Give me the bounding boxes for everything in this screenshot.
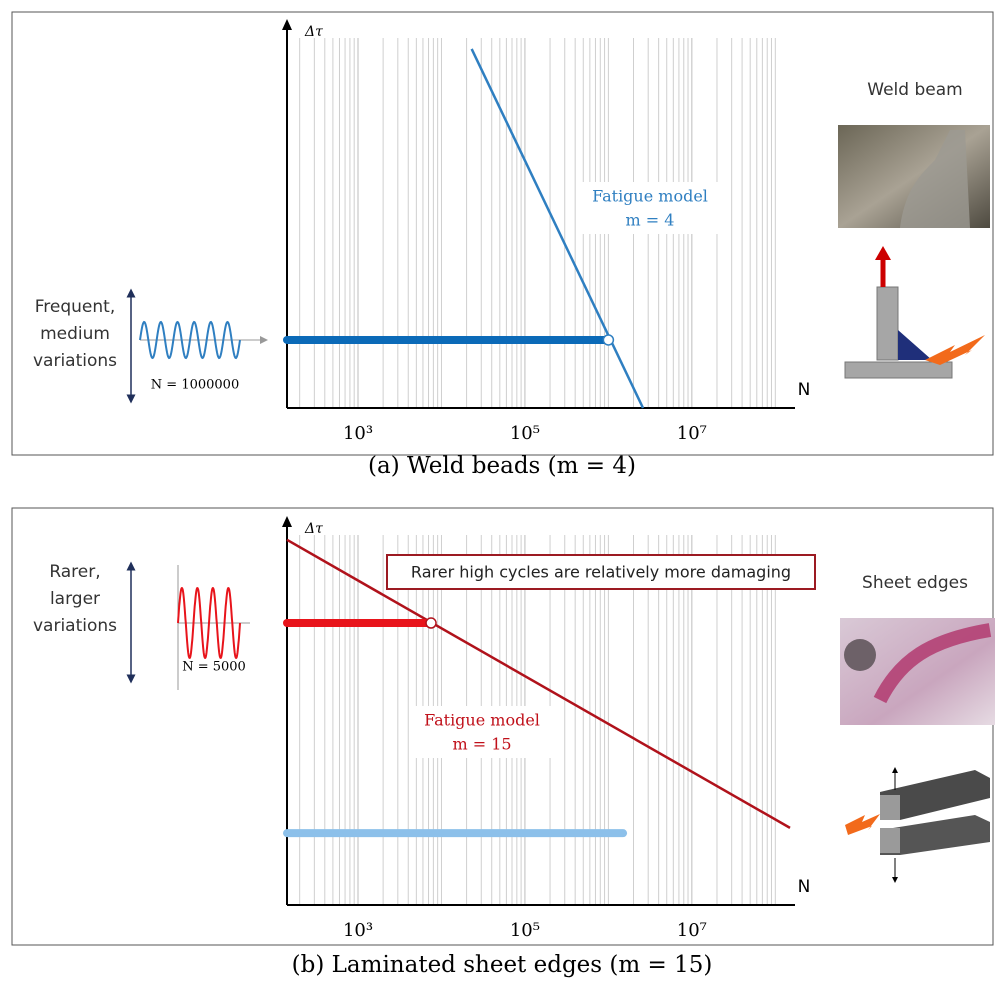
x-tick-label: 10⁷ xyxy=(677,423,707,444)
note-box xyxy=(386,554,816,590)
model-label: Fatigue model xyxy=(592,187,708,206)
panel-frame xyxy=(11,507,994,946)
sample-label: N = 1000000 xyxy=(151,378,239,393)
load-wave xyxy=(177,587,241,659)
sheet-illustration xyxy=(840,618,995,883)
model-label: m = 15 xyxy=(452,735,511,754)
x-axis-label: N xyxy=(798,877,811,897)
caption: (b) Laminated sheet edges (m = 15) xyxy=(292,952,713,978)
fatigue-line xyxy=(470,48,645,409)
caption: (a) Weld beads (m = 4) xyxy=(368,453,636,479)
variation-label: Rarer, xyxy=(49,562,100,582)
variation-label: medium xyxy=(40,324,110,344)
y-axis-label: Δτ xyxy=(304,24,323,40)
label-background xyxy=(580,182,720,234)
variation-label: larger xyxy=(50,589,100,609)
image-label: Weld beam xyxy=(867,80,962,100)
model-label: Fatigue model xyxy=(424,711,540,730)
x-tick-label: 10³ xyxy=(343,423,373,444)
y-axis-arrow xyxy=(282,19,292,30)
sample-label: N = 5000 xyxy=(182,660,246,675)
variation-label: Frequent, xyxy=(35,297,115,317)
model-label: m = 4 xyxy=(626,211,675,230)
panel-frame xyxy=(11,11,994,456)
variation-label: variations xyxy=(33,351,117,371)
intersection-point xyxy=(602,334,615,346)
label-background xyxy=(412,706,552,758)
x-tick-label: 10³ xyxy=(343,920,373,941)
y-axis-arrow xyxy=(282,516,292,527)
intersection-point xyxy=(425,617,437,629)
wave-axis-arrow xyxy=(260,336,268,344)
x-tick-label: 10⁵ xyxy=(510,920,540,941)
y-axis-label: Δτ xyxy=(304,521,323,537)
fatigue-line xyxy=(286,538,791,829)
weld-illustration xyxy=(838,125,990,379)
x-tick-label: 10⁵ xyxy=(510,423,540,444)
x-tick-label: 10⁷ xyxy=(677,920,707,941)
load-wave xyxy=(139,320,241,360)
x-axis-label: N xyxy=(798,380,811,400)
image-label: Sheet edges xyxy=(862,573,968,593)
variation-label: variations xyxy=(33,616,117,636)
note: Rarer high cycles are relatively more da… xyxy=(411,563,791,582)
